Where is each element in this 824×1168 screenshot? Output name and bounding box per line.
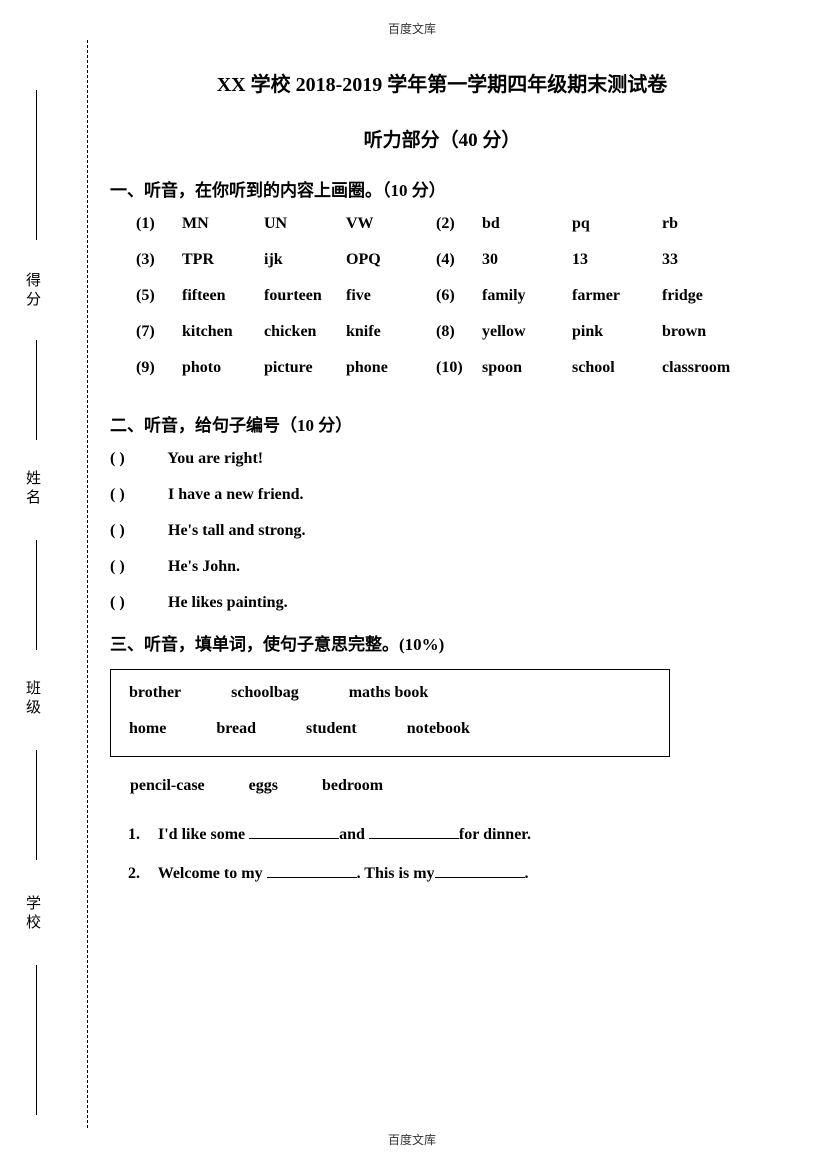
section3-list: 1. I'd like some and for dinner. 2. Welco… [128,825,774,883]
label-defen: 得分 [22,272,43,310]
binding-margin: 得分 姓名 班级 学校 [28,40,88,1128]
word-box: brother schoolbag maths book home bread stude… [110,669,670,757]
fill-blank[interactable] [369,825,459,839]
q1-option: farmer [572,287,662,305]
q2-item: ( ) He's tall and strong. [110,522,774,540]
word-extra-row: pencil-case eggs bedroom [110,763,774,795]
q2-item: ( ) I have a new friend. [110,486,774,504]
section2-heading: 二、听音，给句子编号（10 分） [110,411,774,436]
q2-text: He's tall and strong. [164,522,306,539]
q1-option: kitchen [182,323,264,341]
word-option: eggs [249,777,278,795]
word-option: schoolbag [231,684,299,702]
q1-option: 33 [662,251,752,269]
answer-blank[interactable]: ( ) [110,558,164,576]
word-option: bread [216,720,256,738]
answer-blank[interactable]: ( ) [110,522,164,540]
q1-option: MN [182,215,264,233]
q2-text: You are right! [164,450,263,467]
section1-grid: (1) MNUNVW (2)bdpqrb (3) TPRijkOPQ (4)30133… [136,215,774,377]
exam-title: XX 学校 2018-2019 学年第一学期四年级期末测试卷 [110,68,774,97]
q1-option: TPR [182,251,264,269]
answer-blank[interactable]: ( ) [110,594,164,612]
q1-num: (4) [436,251,482,269]
q1-num: (5) [136,287,182,305]
q1-num: (6) [436,287,482,305]
q1-option: picture [264,359,346,377]
q1-option: UN [264,215,346,233]
q2-text: He likes painting. [164,594,288,611]
q1-num: (7) [136,323,182,341]
fill-blank[interactable] [435,864,525,878]
q2-item: ( ) He's John. [110,558,774,576]
answer-blank[interactable]: ( ) [110,450,164,468]
q1-option: family [482,287,572,305]
label-xuexiao: 学校 [22,895,43,933]
word-option: pencil-case [130,777,205,795]
q1-option: fourteen [264,287,346,305]
fill-blank[interactable] [267,864,357,878]
q1-option: phone [346,359,428,377]
q1-option: ijk [264,251,346,269]
footer-watermark: 百度文库 [0,1131,824,1148]
q1-option: chicken [264,323,346,341]
label-xingming: 姓名 [22,470,43,508]
q1-num: (2) [436,215,482,233]
answer-blank[interactable]: ( ) [110,486,164,504]
word-option: maths book [349,684,429,702]
q1-num: (9) [136,359,182,377]
section1-heading: 一、听音，在你听到的内容上画圈。（10 分） [110,176,774,201]
q1-option: OPQ [346,251,428,269]
exam-subtitle: 听力部分（40 分） [110,125,774,152]
q1-option: knife [346,323,428,341]
q1-option: photo [182,359,264,377]
q3-item: 1. I'd like some and for dinner. [128,825,774,844]
q1-option: brown [662,323,752,341]
word-option: notebook [407,720,470,738]
q1-option: fifteen [182,287,264,305]
q1-option: five [346,287,428,305]
q1-option: bd [482,215,572,233]
q1-option: fridge [662,287,752,305]
q1-num: (10) [436,359,482,377]
word-option: bedroom [322,777,383,795]
header-watermark: 百度文库 [0,20,824,37]
label-banji: 班级 [22,680,43,718]
fill-blank[interactable] [249,825,339,839]
q1-option: pq [572,215,662,233]
q2-item: ( ) He likes painting. [110,594,774,612]
q1-option: rb [662,215,752,233]
q1-option: spoon [482,359,572,377]
q1-option: school [572,359,662,377]
q1-option: 30 [482,251,572,269]
q1-option: yellow [482,323,572,341]
q1-option: classroom [662,359,752,377]
page-content: XX 学校 2018-2019 学年第一学期四年级期末测试卷 听力部分（40 分… [110,60,774,1108]
section2-list: ( ) You are right!( ) I have a new frien… [110,450,774,612]
q1-option: VW [346,215,428,233]
q3-item: 2. Welcome to my . This is my. [128,864,774,883]
q1-num: (3) [136,251,182,269]
q2-text: He's John. [164,558,240,575]
q1-option: 13 [572,251,662,269]
q1-option: pink [572,323,662,341]
word-option: student [306,720,357,738]
q1-num: (1) [136,215,182,233]
q1-num: (8) [436,323,482,341]
q2-item: ( ) You are right! [110,450,774,468]
q2-text: I have a new friend. [164,486,304,503]
word-option: brother [129,684,181,702]
word-option: home [129,720,166,738]
section3-heading: 三、听音，填单词，使句子意思完整。(10%) [110,630,774,655]
